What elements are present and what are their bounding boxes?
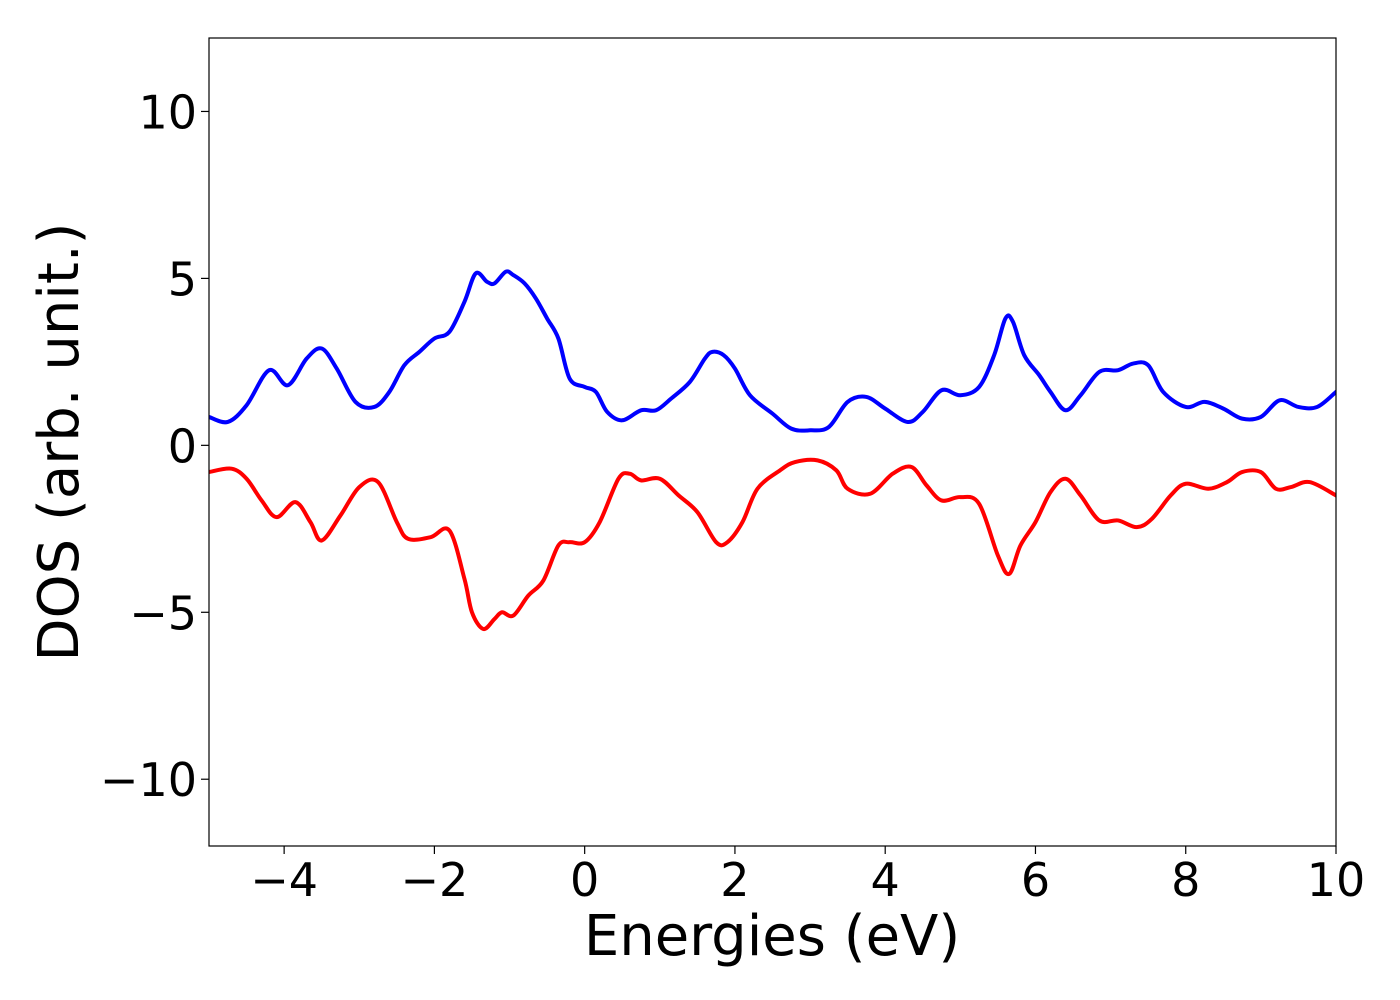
x-tick-label: 0 xyxy=(570,853,599,907)
x-tick-label: −4 xyxy=(250,853,318,907)
x-tick-label: 8 xyxy=(1171,853,1200,907)
x-tick-label: 2 xyxy=(720,853,749,907)
y-tick-label: 10 xyxy=(138,85,197,139)
x-tick-label: −2 xyxy=(400,853,468,907)
y-tick-label: 5 xyxy=(168,252,197,306)
y-axis-label: DOS (arb. unit.) xyxy=(27,222,92,661)
y-tick-label: 0 xyxy=(168,419,197,473)
plot-frame xyxy=(208,37,1337,847)
x-tick-label: 6 xyxy=(1021,853,1050,907)
series-layer xyxy=(209,269,1336,631)
x-tick-label: 4 xyxy=(871,853,900,907)
series-line-2 xyxy=(209,457,1336,631)
x-axis: −4 −2 0 2 4 6 8 10 xyxy=(250,846,1365,907)
series-line-1 xyxy=(209,269,1336,433)
y-tick-label: −10 xyxy=(100,753,197,807)
x-tick-label: 10 xyxy=(1307,853,1366,907)
y-axis: 10 5 0 −5 −10 xyxy=(100,85,209,807)
y-tick-label: −5 xyxy=(129,586,197,640)
x-axis-label: Energies (eV) xyxy=(584,904,960,969)
